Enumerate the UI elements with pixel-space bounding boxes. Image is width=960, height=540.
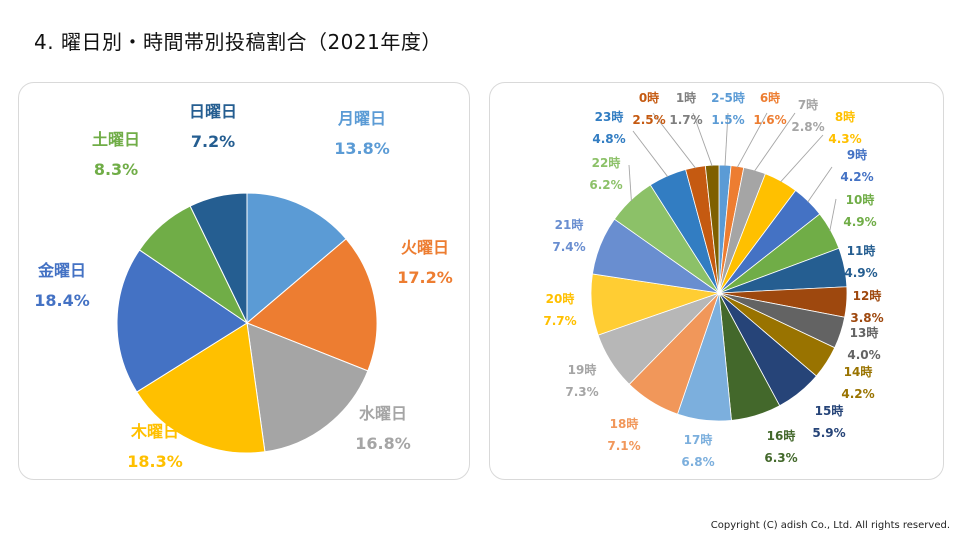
hourly-value-label: 5.9% (812, 426, 845, 440)
weekday-category-label: 木曜日 (130, 422, 179, 441)
hourly-category-label: 11時 (847, 243, 876, 258)
weekday-value-label: 16.8% (355, 434, 411, 453)
weekday-value-label: 7.2% (191, 132, 235, 151)
hourly-category-label: 16時 (767, 428, 796, 443)
hourly-value-label: 4.9% (843, 215, 876, 229)
hourly-value-label: 4.2% (840, 170, 873, 184)
hourly-leader-line (754, 112, 796, 172)
weekday-chart-panel: 月曜日 13.8% 火曜日 17.2% 水曜日 16.8% 木曜日 18.3% 金曜日 18.4%… (18, 82, 470, 480)
hourly-category-label: 14時 (844, 364, 873, 379)
hourly-category-label: 22時 (592, 155, 621, 170)
hourly-leader-line (780, 134, 824, 183)
weekday-value-label: 17.2% (397, 268, 453, 287)
weekday-slice-2 (246, 322, 369, 453)
hourly-value-label: 7.1% (607, 439, 640, 453)
weekday-slice-1 (246, 238, 378, 372)
weekday-slice-0 (246, 192, 347, 325)
hourly-leader-line (628, 164, 632, 202)
weekday-slice-3 (136, 322, 266, 454)
hourly-leader-line (692, 112, 713, 167)
hourly-value-label: 4.2% (841, 387, 874, 401)
hourly-category-label: 12時 (853, 288, 882, 303)
hourly-category-label: 8時 (835, 109, 855, 124)
hourly-value-label: 4.3% (828, 132, 861, 146)
hourly-value-label: 2.5% (632, 113, 665, 127)
hourly-category-label: 19時 (568, 362, 597, 377)
hourly-category-label: 18時 (610, 416, 639, 431)
hourly-category-label: 21時 (555, 217, 584, 232)
hourly-value-label: 4.8% (592, 132, 625, 146)
hourly-category-label: 23時 (595, 109, 624, 124)
hourly-leader-line (724, 112, 729, 167)
weekday-category-label: 月曜日 (337, 109, 386, 128)
weekday-category-label: 土曜日 (92, 130, 140, 149)
weekday-slice-6 (189, 192, 248, 324)
hourly-category-label: 17時 (684, 432, 713, 447)
hourly-category-label: 0時 (639, 90, 659, 105)
hourly-category-label: 2-5時 (711, 90, 745, 105)
copyright-notice: Copyright (C) adish Co., Ltd. All rights… (710, 520, 950, 531)
hourly-value-label: 6.2% (589, 178, 622, 192)
weekday-category-label: 金曜日 (37, 261, 86, 280)
page-title: 4. 曜日別・時間帯別投稿割合（2021年度） (34, 30, 442, 54)
hourly-value-label: 6.3% (764, 451, 797, 465)
weekday-category-label: 日曜日 (189, 102, 237, 121)
hourly-category-label: 20時 (546, 291, 575, 306)
hourly-value-label: 1.6% (753, 113, 786, 127)
hourly-value-label: 7.4% (552, 240, 585, 254)
hourly-value-label: 2.8% (791, 120, 824, 134)
hourly-value-label: 4.9% (844, 266, 877, 280)
hourly-value-label: 7.3% (565, 385, 598, 399)
hourly-pie-chart: 0時 2.5% 1時 1.7% 2-5時 1.5% 6時 1.6% 7時 2.8% 8時 4.3%9時… (543, 90, 883, 469)
hourly-leader-line (632, 130, 669, 178)
weekday-value-label: 8.3% (94, 160, 138, 179)
weekday-slice-4 (116, 249, 248, 393)
hourly-leader-line (736, 112, 768, 168)
weekday-pie-chart: 月曜日 13.8% 火曜日 17.2% 水曜日 16.8% 木曜日 18.3% 金曜日 18.4%… (34, 102, 453, 471)
hourly-value-label: 3.8% (850, 311, 883, 325)
hourly-category-label: 13時 (850, 325, 879, 340)
hourly-category-label: 6時 (760, 90, 780, 105)
hourly-category-label: 1時 (676, 90, 696, 105)
hourly-leader-line (829, 198, 837, 231)
hourly-leader-line (652, 112, 696, 169)
hourly-category-label: 10時 (846, 192, 875, 207)
weekday-category-label: 水曜日 (359, 404, 407, 423)
weekday-value-label: 18.3% (127, 452, 183, 471)
hourly-category-label: 7時 (798, 97, 818, 112)
hourly-category-label: 9時 (847, 147, 867, 162)
hourly-value-label: 7.7% (543, 314, 576, 328)
hourly-value-label: 1.5% (711, 113, 744, 127)
hourly-category-label: 15時 (815, 403, 844, 418)
weekday-value-label: 18.4% (34, 291, 90, 310)
hourly-leader-line (807, 166, 833, 203)
hourly-chart-panel: 0時 2.5% 1時 1.7% 2-5時 1.5% 6時 1.6% 7時 2.8% 8時 4.3% 9時… (489, 82, 944, 480)
weekday-category-label: 火曜日 (401, 238, 449, 257)
hourly-value-label: 4.0% (847, 348, 880, 362)
hourly-value-label: 1.7% (669, 113, 702, 127)
weekday-value-label: 13.8% (334, 139, 390, 158)
hourly-value-label: 6.8% (681, 455, 714, 469)
